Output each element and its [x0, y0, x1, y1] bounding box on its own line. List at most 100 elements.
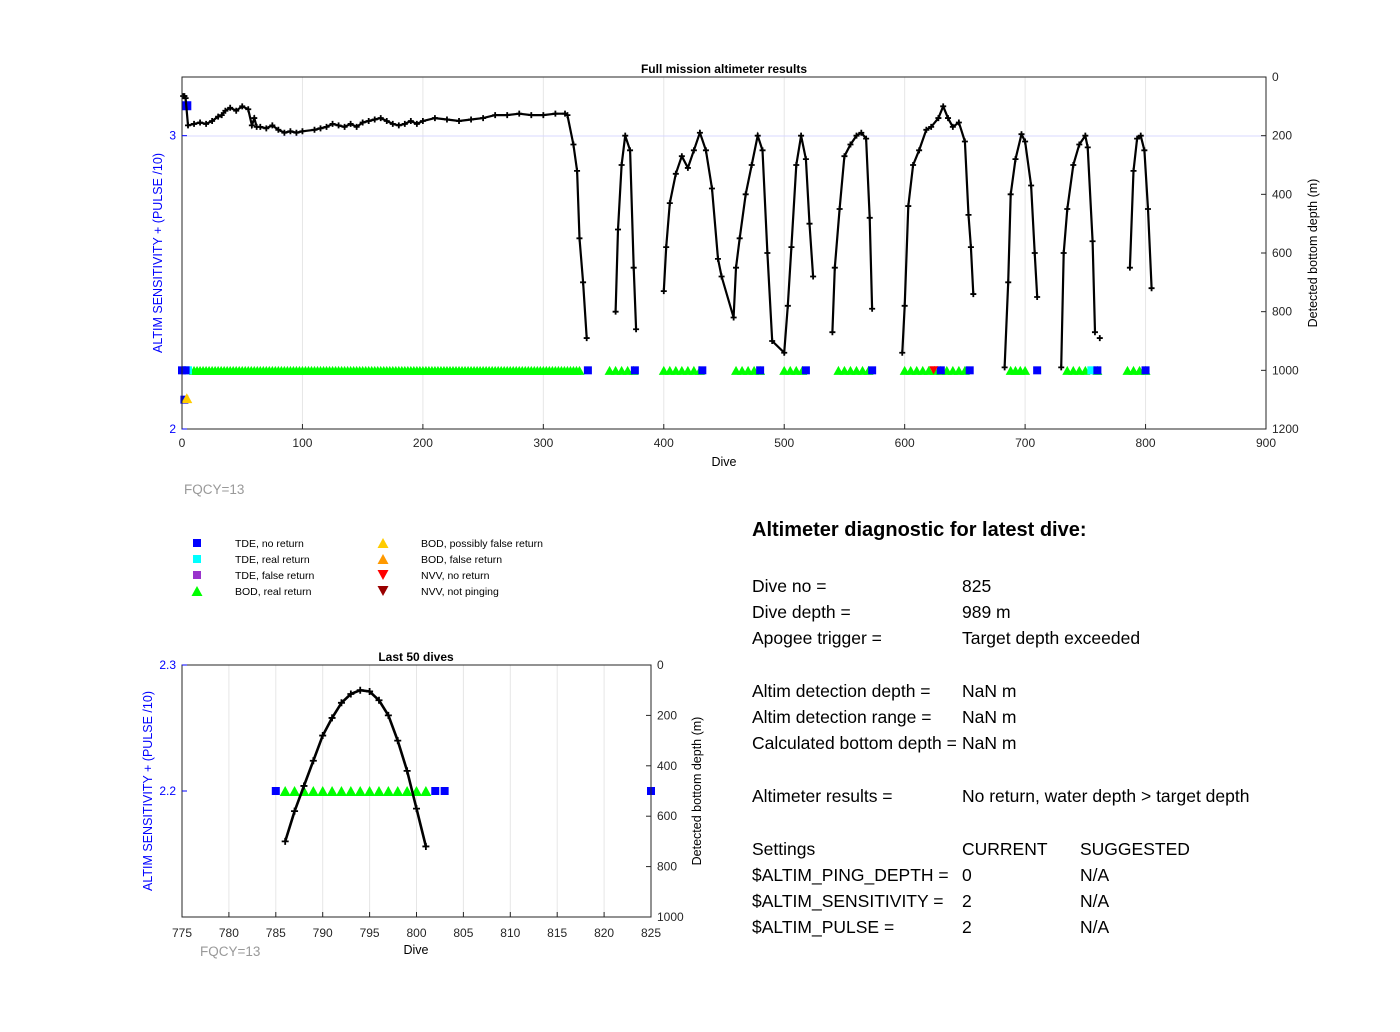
top-depth-point [970, 291, 977, 298]
full-mission-plot: 0 100 200 300 400 500 600 700 800 900 23 02004006… [151, 62, 1320, 497]
bottom-y-left-tick-label: 2.3 [159, 658, 176, 672]
apogee-value: Target depth exceeded [962, 628, 1141, 648]
top-depth-point [633, 326, 640, 333]
top-depth-line-segment [662, 129, 815, 356]
legend-label: NVV, no return [421, 570, 490, 582]
top-depth-point [810, 273, 817, 280]
top-depth-point [1141, 147, 1148, 154]
top-depth-point [702, 147, 709, 154]
top-depth-point [218, 112, 225, 119]
bod-real-return-marker [574, 365, 585, 375]
marker-legend: TDE, no return TDE, real return TDE, false… [191, 538, 543, 598]
top-depth-point [353, 123, 360, 130]
top-x-tick-label: 0 [179, 436, 186, 450]
top-x-tick-label: 500 [774, 436, 794, 450]
top-depth-point [836, 206, 843, 212]
top-y-right-tick-label: 1000 [1272, 363, 1299, 377]
top-depth-point [1031, 250, 1038, 256]
legend-marker [377, 554, 389, 564]
top-xlabel: Dive [711, 455, 736, 469]
legend-label: BOD, possibly false return [421, 538, 543, 550]
bod-real-return-marker [373, 786, 385, 796]
bottom-depth-point [384, 711, 392, 719]
bod-real-return-marker [317, 786, 329, 796]
top-depth-point [1070, 162, 1077, 168]
top-depth-point [949, 123, 956, 130]
bottom-depth-point [337, 699, 345, 707]
top-depth-point [831, 264, 838, 271]
tde-no-return-marker [583, 366, 592, 375]
altimeter-results-value: No return, water depth > target depth [962, 786, 1250, 806]
top-depth-point [480, 115, 487, 122]
bottom-y-left-tick-label: 2.2 [159, 784, 176, 798]
tde-no-return-marker [965, 366, 974, 375]
nvv-no-return-marker [929, 366, 939, 375]
top-depth-point [764, 250, 771, 256]
tde-no-return-marker [1093, 366, 1102, 375]
top-depth-point [955, 119, 962, 126]
legend-label: TDE, real return [235, 554, 310, 566]
top-depth-point [468, 116, 475, 123]
legend-label: BOD, false return [421, 554, 502, 566]
top-depth-line-segment [183, 95, 588, 339]
top-depth-point [239, 103, 246, 110]
ping-depth-current: 0 [962, 865, 972, 885]
top-depth-point [299, 128, 306, 135]
top-depth-point [383, 118, 390, 124]
top-depth-point [736, 235, 743, 242]
top-depth-point [1058, 364, 1065, 371]
top-depth-point [781, 349, 788, 356]
bottom-ylabel-right: Detected bottom depth (m) [690, 717, 704, 866]
top-depth-point [341, 123, 348, 130]
bottom-x-ticks: 775 780 785 790 795 800 805 810 815 820 825 [172, 912, 661, 940]
top-depth-point [863, 135, 870, 142]
top-depth-point [1148, 285, 1155, 292]
top-depth-point [1007, 191, 1014, 198]
top-depth-point [841, 153, 848, 160]
top-depth-point [627, 147, 634, 154]
top-depth-point [967, 244, 974, 251]
ping-depth-label: $ALTIM_PING_DEPTH = [752, 865, 949, 885]
top-depth-line-segment [901, 103, 975, 353]
tde-no-return-marker [698, 366, 707, 375]
bottom-x-tick-label: 820 [594, 926, 614, 940]
legend-marker [377, 586, 389, 596]
top-depth-point [1022, 138, 1029, 145]
top-depth-point [714, 255, 721, 262]
top-y-right-ticks: 0 200 400 600 800 1000 1200 [1261, 70, 1299, 436]
top-depth-point [916, 147, 923, 154]
bottom-x-tick-label: 810 [500, 926, 520, 940]
tde-no-return-marker [936, 366, 945, 375]
bottom-y-right-tick-label: 800 [657, 860, 677, 874]
top-grid [301, 77, 1147, 429]
current-header: CURRENT [962, 839, 1048, 859]
bod-real-return-marker [307, 786, 319, 796]
top-depth-point [251, 115, 258, 122]
top-depth-point [576, 235, 583, 242]
top-y-right-tick-label: 200 [1272, 129, 1292, 143]
legend-label: TDE, false return [235, 570, 315, 582]
top-depth-point [281, 129, 288, 136]
top-depth-point [965, 211, 972, 218]
top-depth-point [456, 118, 463, 124]
top-depth-point [1060, 250, 1067, 256]
top-x-tick-label: 400 [654, 436, 674, 450]
top-depth-point [905, 203, 912, 210]
top-depth-point [1096, 335, 1103, 342]
top-depth-point [961, 138, 968, 145]
top-markers [178, 101, 1151, 404]
top-y-right-tick-label: 400 [1272, 187, 1292, 201]
bottom-markers [271, 786, 655, 796]
top-depth-point [583, 335, 590, 342]
dive-no-value: 825 [962, 576, 992, 596]
bottom-x-tick-label: 780 [219, 926, 239, 940]
top-depth-point [389, 120, 396, 127]
settings-label: Settings [752, 839, 816, 859]
top-depth-point [407, 118, 414, 124]
top-depth-point [257, 123, 264, 130]
top-depth-point [748, 162, 755, 168]
top-depth-point [1130, 167, 1137, 174]
top-depth-point [666, 200, 673, 207]
bottom-depth-point [356, 686, 364, 694]
ping-depth-suggested: N/A [1080, 865, 1110, 885]
